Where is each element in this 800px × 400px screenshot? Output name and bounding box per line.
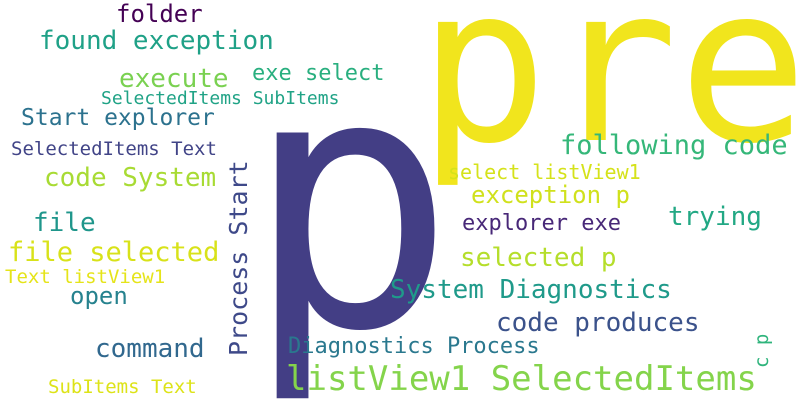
- word-trying: trying: [668, 202, 762, 232]
- word-execute: execute: [119, 64, 229, 94]
- word-text-listview1: Text listView1: [5, 266, 166, 288]
- word-exception-p: exception p: [471, 181, 630, 209]
- word-open: open: [70, 282, 128, 310]
- word-start-explorer: Start explorer: [21, 105, 215, 131]
- word-pre: pre: [418, 0, 800, 191]
- word-following-code: following code: [560, 130, 788, 161]
- word-file: file: [33, 208, 96, 238]
- word-p: p: [244, 0, 456, 400]
- word-selecteditems-text: SelectedItems Text: [11, 138, 217, 160]
- word-folder: folder: [116, 0, 203, 28]
- word-subitems-text: SubItems Text: [48, 376, 197, 398]
- word-selected-p: selected p: [460, 243, 617, 273]
- word-select-listview1: select listView1: [448, 160, 641, 184]
- word-explorer-exe: explorer exe: [462, 211, 621, 236]
- word-selecteditems-subitems: SelectedItems SubItems: [101, 88, 340, 109]
- word-diagnostics-process: Diagnostics Process: [288, 334, 540, 359]
- word-command: command: [95, 334, 205, 364]
- word-code-system: code System: [44, 163, 217, 193]
- word-system-diagnostics: System Diagnostics: [390, 275, 672, 305]
- word-listview1-selecteditems: listView1 SelectedItems: [286, 359, 757, 399]
- word-exe-select: exe select: [252, 61, 385, 86]
- word-code-produces: code produces: [496, 308, 700, 338]
- word-c-p: c p: [751, 333, 773, 368]
- word-found-exception: found exception: [39, 26, 274, 56]
- word-file-selected: file selected: [8, 237, 220, 268]
- word-process-start: Process Start: [224, 160, 253, 356]
